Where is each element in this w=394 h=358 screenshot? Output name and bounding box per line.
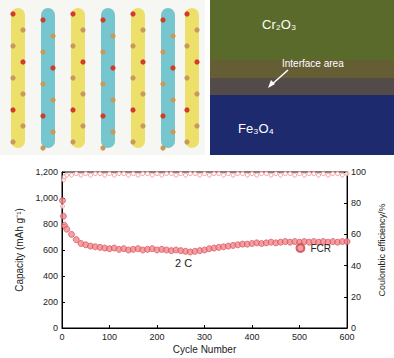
svg-text:1,000: 1,000	[35, 193, 58, 203]
svg-text:Cr₂O₃: Cr₂O₃	[262, 17, 296, 32]
svg-text:400: 400	[43, 271, 58, 281]
svg-text:200: 200	[150, 332, 165, 342]
svg-text:60: 60	[351, 229, 361, 239]
svg-text:0: 0	[59, 332, 64, 342]
svg-text:600: 600	[43, 245, 58, 255]
svg-text:Interface area: Interface area	[282, 58, 344, 69]
svg-text:0: 0	[351, 323, 357, 333]
svg-text:600: 600	[340, 332, 355, 342]
svg-text:800: 800	[43, 219, 58, 229]
svg-text:500: 500	[292, 332, 307, 342]
svg-text:FCR: FCR	[310, 243, 331, 254]
svg-text:200: 200	[43, 297, 58, 307]
svg-text:Fe₃O₄: Fe₃O₄	[238, 121, 274, 136]
svg-text:Cycle Number: Cycle Number	[173, 344, 237, 355]
svg-text:Coulombic efficiency/%: Coulombic efficiency/%	[377, 204, 387, 297]
svg-text:400: 400	[245, 332, 260, 342]
svg-text:100: 100	[351, 167, 366, 177]
svg-text:1,200: 1,200	[35, 167, 58, 177]
svg-text:40: 40	[351, 261, 361, 271]
svg-text:2 C: 2 C	[175, 257, 192, 269]
svg-text:Capacity (mAh g⁻¹): Capacity (mAh g⁻¹)	[14, 208, 25, 292]
svg-text:100: 100	[102, 332, 117, 342]
svg-text:80: 80	[351, 198, 361, 208]
svg-text:0: 0	[53, 323, 58, 333]
svg-text:20: 20	[351, 292, 361, 302]
svg-text:300: 300	[197, 332, 212, 342]
